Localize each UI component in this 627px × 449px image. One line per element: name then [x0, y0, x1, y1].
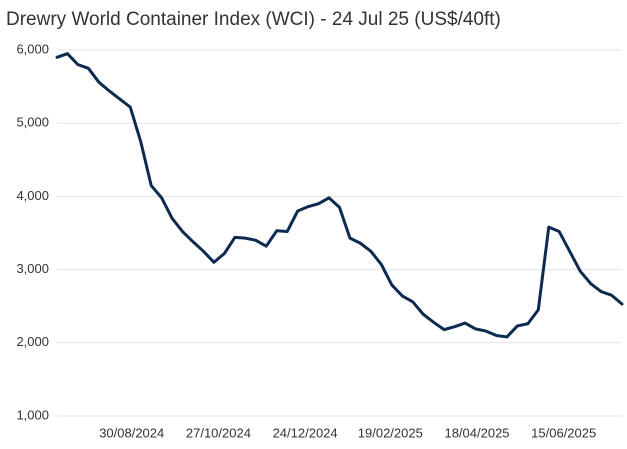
x-tick-label: 27/10/2024: [186, 425, 251, 440]
y-tick-label: 6,000: [16, 41, 49, 56]
y-tick-label: 1,000: [16, 407, 49, 422]
x-tick-label: 24/12/2024: [273, 425, 338, 440]
y-tick-label: 2,000: [16, 334, 49, 349]
y-tick-label: 5,000: [16, 115, 49, 130]
y-tick-label: 3,000: [16, 261, 49, 276]
x-tick-label: 30/08/2024: [99, 425, 164, 440]
chart-title: Drewry World Container Index (WCI) - 24 …: [6, 9, 501, 30]
x-tick-label: 19/02/2025: [358, 425, 423, 440]
data-line: [55, 52, 624, 339]
x-tick-label: 15/06/2025: [531, 425, 596, 440]
x-tick-label: 18/04/2025: [444, 425, 509, 440]
y-tick-label: 4,000: [16, 188, 49, 203]
